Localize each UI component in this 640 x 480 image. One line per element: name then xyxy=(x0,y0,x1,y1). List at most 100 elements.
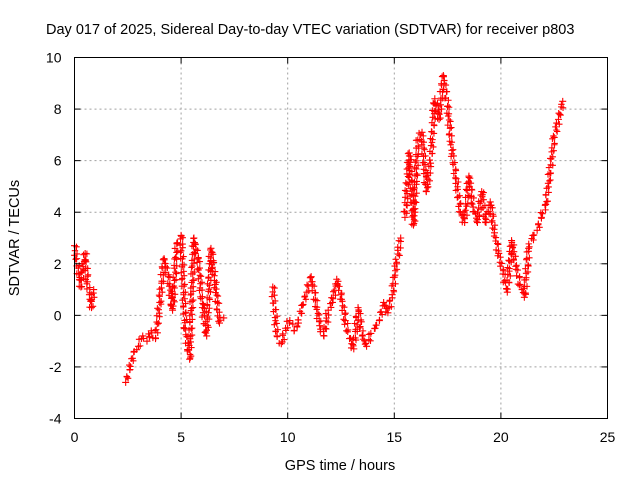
trace-marker xyxy=(272,328,279,335)
trace-marker xyxy=(362,340,370,347)
trace-marker xyxy=(187,332,194,340)
trace-marker xyxy=(386,297,393,305)
trace-marker xyxy=(152,326,160,333)
trace-marker xyxy=(128,355,135,362)
trace-marker xyxy=(194,265,201,273)
data-point xyxy=(337,291,345,299)
trace-marker xyxy=(414,162,422,169)
trace-marker xyxy=(301,293,308,301)
trace-marker xyxy=(394,243,401,251)
trace-marker xyxy=(183,316,190,323)
trace-marker xyxy=(454,186,461,193)
trace-marker xyxy=(158,277,165,285)
trace-marker xyxy=(313,297,321,304)
data-point xyxy=(160,255,168,263)
trace-marker xyxy=(435,108,442,116)
data-point xyxy=(88,304,96,312)
trace-marker xyxy=(461,215,468,222)
trace-marker xyxy=(192,250,199,257)
trace-marker xyxy=(81,267,89,274)
trace-marker xyxy=(506,265,513,272)
data-point xyxy=(358,332,366,340)
trace-marker xyxy=(341,311,349,318)
trace-marker xyxy=(487,204,494,211)
trace-marker xyxy=(211,284,218,291)
y-tick-label: -2 xyxy=(49,359,62,375)
trace-marker xyxy=(543,185,550,192)
trace-marker xyxy=(154,305,161,312)
trace-marker xyxy=(393,259,400,266)
trace-marker xyxy=(522,291,530,298)
trace-marker xyxy=(552,123,559,131)
trace-marker xyxy=(516,282,523,289)
trace-marker xyxy=(411,184,418,192)
trace-marker xyxy=(213,305,220,313)
chart-title: Day 017 of 2025, Sidereal Day-to-day VTE… xyxy=(46,22,574,38)
trace-marker xyxy=(397,244,404,252)
trace-marker xyxy=(357,323,364,330)
trace-marker xyxy=(208,265,216,272)
trace-marker xyxy=(435,102,443,110)
trace-marker xyxy=(178,247,185,255)
trace-marker xyxy=(317,317,324,325)
data-point xyxy=(290,327,298,335)
trace-marker xyxy=(449,161,457,168)
trace-marker xyxy=(446,125,454,132)
trace-marker xyxy=(188,344,195,351)
trace-marker xyxy=(390,288,398,295)
trace-marker xyxy=(428,128,435,135)
axis-ticks xyxy=(74,57,608,419)
data-point xyxy=(316,322,324,330)
trace-marker xyxy=(553,126,560,134)
trace-marker xyxy=(407,199,414,206)
trace-marker xyxy=(335,287,342,294)
trace-marker xyxy=(454,193,462,201)
trace-marker xyxy=(320,323,328,331)
trace-marker xyxy=(198,286,206,294)
trace-marker xyxy=(270,308,277,315)
trace-marker xyxy=(545,189,552,196)
trace-marker xyxy=(443,109,451,117)
trace-marker xyxy=(170,297,177,304)
trace-marker xyxy=(388,303,395,310)
data-point xyxy=(122,378,130,386)
trace-marker xyxy=(539,210,546,217)
x-tick-label: 20 xyxy=(493,429,509,445)
trace-marker xyxy=(188,298,196,305)
y-tick-label: 10 xyxy=(46,50,62,66)
trace-marker xyxy=(208,250,215,258)
trace-marker xyxy=(412,158,419,166)
trace-marker xyxy=(162,263,170,270)
trace-marker xyxy=(490,212,497,220)
trace-marker xyxy=(341,321,348,328)
trace-marker xyxy=(356,324,363,332)
trace-marker xyxy=(181,295,188,302)
trace-marker xyxy=(447,141,454,148)
trace-marker xyxy=(411,179,418,186)
trace-marker xyxy=(479,193,486,200)
trace-marker xyxy=(338,289,345,297)
trace-marker xyxy=(173,262,180,270)
data-point xyxy=(444,102,452,110)
trace-marker xyxy=(445,104,453,111)
trace-marker xyxy=(185,340,192,347)
trace-marker xyxy=(272,317,279,324)
trace-marker xyxy=(400,208,408,215)
trace-marker xyxy=(553,128,561,135)
trace-marker xyxy=(376,316,383,324)
data-point xyxy=(194,255,202,263)
trace-marker xyxy=(306,274,314,281)
trace-marker xyxy=(438,73,446,80)
trace-marker xyxy=(88,291,96,298)
trace-marker xyxy=(329,295,337,302)
trace-marker xyxy=(148,329,155,336)
x-axis-label: GPS time / hours xyxy=(285,458,395,474)
trace-marker xyxy=(172,254,179,261)
trace-marker xyxy=(271,284,278,292)
trace-marker xyxy=(205,266,212,274)
trace-marker xyxy=(401,199,409,206)
trace-marker xyxy=(437,114,444,122)
trace-marker xyxy=(509,244,517,251)
data-point xyxy=(307,273,315,281)
trace-marker xyxy=(555,110,562,117)
